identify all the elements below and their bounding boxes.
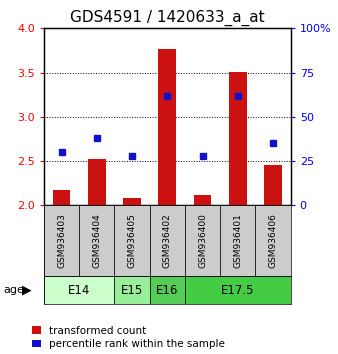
Text: GSM936404: GSM936404	[92, 213, 101, 268]
Text: GSM936405: GSM936405	[127, 213, 137, 268]
Text: GSM936402: GSM936402	[163, 213, 172, 268]
Bar	[88, 159, 105, 205]
Bar	[115, 205, 150, 276]
Bar	[194, 195, 211, 205]
Text: E16: E16	[156, 284, 178, 297]
Text: E14: E14	[68, 284, 90, 297]
Bar	[256, 205, 291, 276]
Bar	[44, 205, 79, 276]
Text: GSM936401: GSM936401	[233, 213, 242, 268]
Text: GSM936403: GSM936403	[57, 213, 66, 268]
Bar	[150, 205, 185, 276]
Text: GSM936400: GSM936400	[198, 213, 207, 268]
Text: ▶: ▶	[22, 284, 31, 297]
Bar	[123, 198, 141, 205]
Bar	[220, 205, 256, 276]
Bar	[53, 190, 70, 205]
Legend: transformed count, percentile rank within the sample: transformed count, percentile rank withi…	[32, 326, 225, 349]
Bar	[264, 166, 282, 205]
Text: E15: E15	[121, 284, 143, 297]
Bar	[229, 72, 247, 205]
Bar	[79, 205, 115, 276]
Text: E17.5: E17.5	[221, 284, 255, 297]
Bar	[185, 205, 220, 276]
Text: GSM936406: GSM936406	[269, 213, 277, 268]
Bar	[115, 276, 150, 304]
Bar	[150, 276, 185, 304]
Title: GDS4591 / 1420633_a_at: GDS4591 / 1420633_a_at	[70, 9, 265, 25]
Bar	[185, 276, 291, 304]
Bar	[159, 49, 176, 205]
Bar	[44, 276, 115, 304]
Text: age: age	[3, 285, 24, 295]
